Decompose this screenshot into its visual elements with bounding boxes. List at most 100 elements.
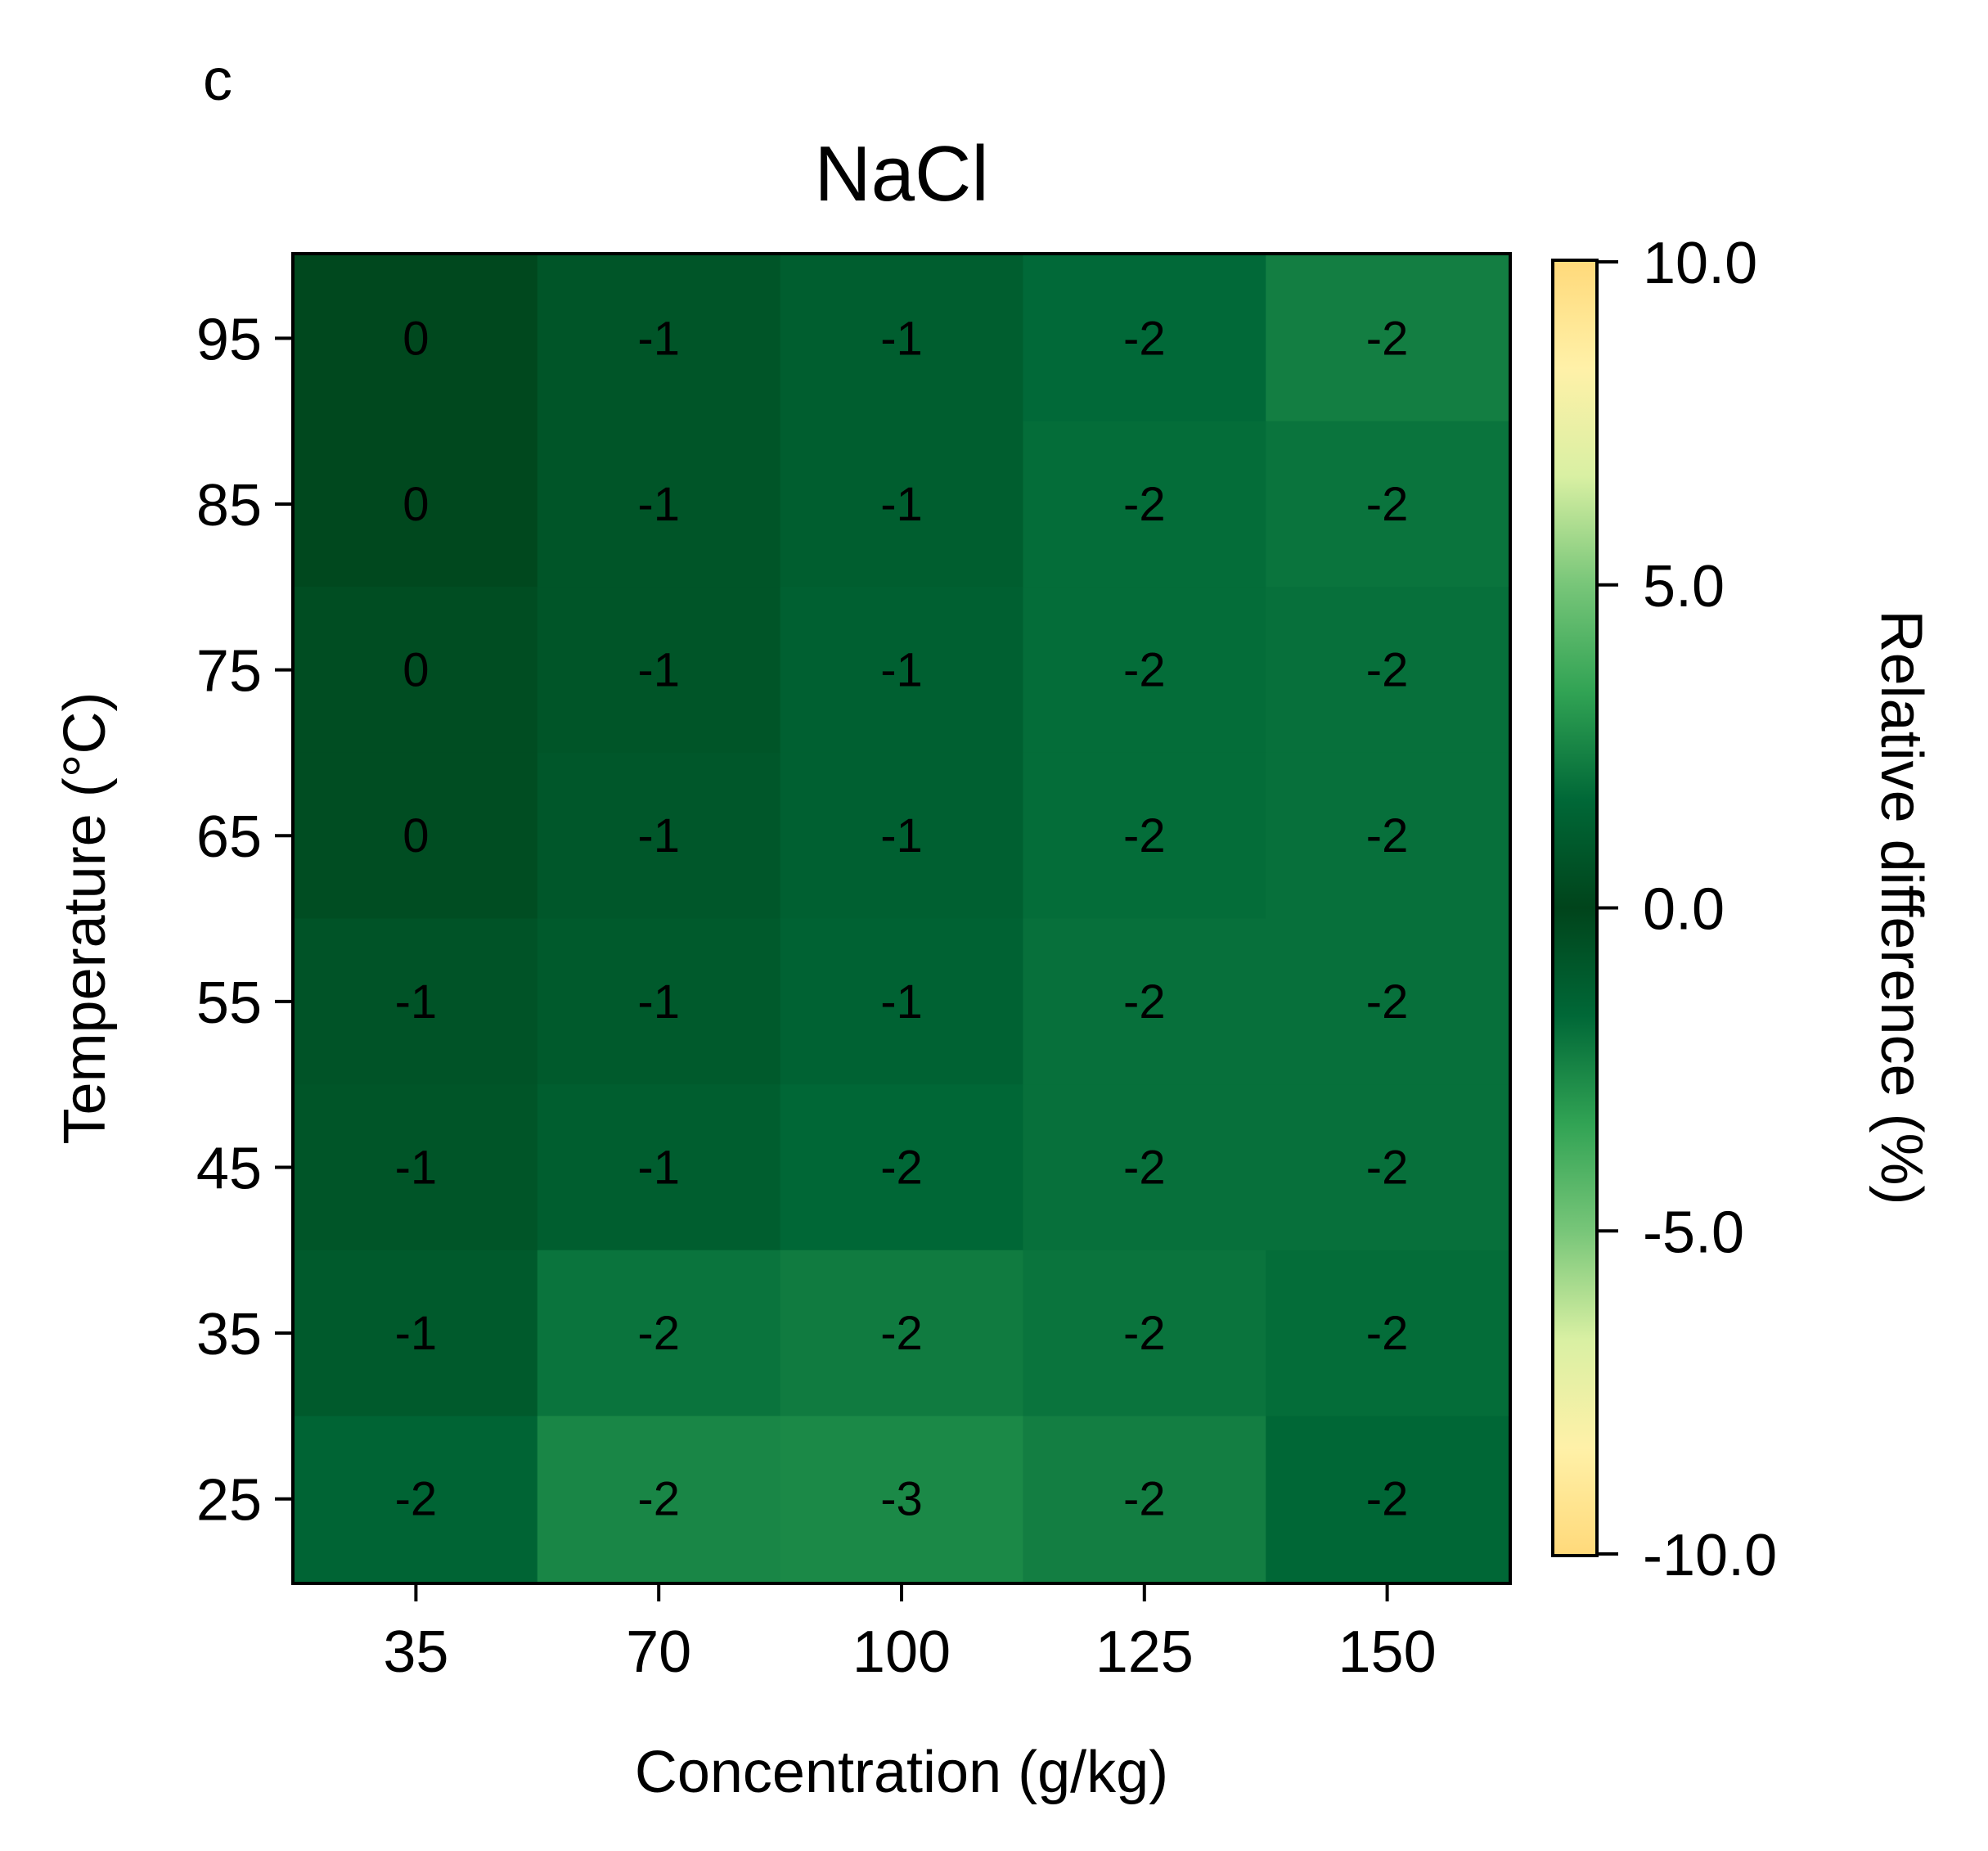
cell-value-label: -2: [637, 1307, 680, 1360]
x-tick-label: 100: [852, 1619, 951, 1685]
cell-value-label: -1: [637, 478, 680, 531]
cell-value-label: -1: [880, 975, 923, 1029]
y-tick-label: 95: [196, 307, 262, 372]
colorbar-axis: 10.0 5.0 0.0 -5.0 -10.0: [1597, 231, 1777, 1588]
cell-value-label: -1: [395, 1141, 438, 1194]
heatmap-cell: [1023, 587, 1266, 754]
heatmap-cell: [295, 1084, 538, 1251]
heatmap-cell: [780, 255, 1023, 422]
x-tick-label: 70: [626, 1619, 691, 1685]
heatmap-cell: [780, 1250, 1023, 1416]
cell-value-label: -1: [637, 312, 680, 365]
cell-value-label: -2: [1366, 1307, 1409, 1360]
y-axis: 95 85 75 65 55 45 35 25: [196, 307, 293, 1533]
cell-value-label: -1: [637, 1141, 680, 1194]
x-axis-label: Concentration (g/kg): [635, 1740, 1168, 1805]
heatmap-cell: [1266, 587, 1509, 754]
cell-value-label: -2: [1123, 1141, 1166, 1194]
heatmap-cell: [537, 752, 781, 920]
colorbar-tick-label: 5.0: [1643, 554, 1725, 619]
cell-value-label: -1: [637, 644, 680, 697]
heatmap-cell: [1266, 752, 1509, 920]
cell-value-label: -1: [880, 644, 923, 697]
cell-value-label: -1: [395, 1307, 438, 1360]
heatmap-cell: [295, 587, 538, 754]
cell-value-label: -2: [1123, 809, 1166, 862]
colorbar-tick-label: -10.0: [1643, 1523, 1777, 1588]
cell-value-label: -1: [880, 312, 923, 365]
heatmap-cell: [1266, 255, 1509, 422]
cell-value-label: -2: [1123, 478, 1166, 531]
heatmap-cell: [295, 752, 538, 920]
heatmap-cell: [780, 1084, 1023, 1251]
x-axis: 35 70 100 125 150: [383, 1583, 1437, 1685]
x-tick-label: 150: [1338, 1619, 1437, 1685]
x-tick-label: 35: [383, 1619, 448, 1685]
cell-value-label: -3: [880, 1473, 923, 1526]
heatmap-cell: [780, 587, 1023, 754]
cell-value-label: -1: [880, 478, 923, 531]
cell-value-label: -2: [1123, 975, 1166, 1029]
heatmap-cell: [1023, 1250, 1266, 1416]
cell-value-label: -2: [1366, 975, 1409, 1029]
y-tick-label: 55: [196, 971, 262, 1036]
cell-value-label: -2: [1123, 1307, 1166, 1360]
heatmap-cell: [537, 255, 781, 422]
cell-value-label: 0: [403, 478, 429, 531]
heatmap-cell: [1266, 1084, 1509, 1251]
heatmap-cell: [537, 1084, 781, 1251]
cell-value-label: -2: [1366, 312, 1409, 365]
cell-value-label: -2: [1123, 1473, 1166, 1526]
heatmap-cell: [780, 421, 1023, 588]
heatmap-cell: [295, 1416, 538, 1583]
heatmap-cell: [295, 1250, 538, 1416]
cell-value-label: -2: [1366, 644, 1409, 697]
x-tick-label: 125: [1095, 1619, 1194, 1685]
heatmap-cell: [1023, 1416, 1266, 1583]
heatmap-cell: [295, 918, 538, 1085]
heatmap-cell-labels: 0 -1 -1 -2 -2 0 -1 -1 -2 -2 0 -1 -1 -2 -2 0 -1 -1 -2 -2 -1 -1…: [395, 312, 1409, 1525]
cell-value-label: -2: [1366, 809, 1409, 862]
heatmap-cell: [1023, 918, 1266, 1085]
heatmap-cell: [295, 255, 538, 422]
cell-value-label: -2: [1366, 478, 1409, 531]
colorbar-tick-label: 10.0: [1643, 231, 1757, 296]
y-tick-label: 25: [196, 1468, 262, 1533]
heatmap-cell: [1266, 1416, 1509, 1583]
y-tick-label: 45: [196, 1136, 262, 1201]
heatmap-cell: [1023, 1084, 1266, 1251]
y-tick-label: 85: [196, 473, 262, 538]
cell-value-label: -1: [637, 975, 680, 1029]
y-tick-label: 35: [196, 1302, 262, 1367]
colorbar-label: Relative difference (%): [1869, 610, 1934, 1205]
heatmap-cell: [1023, 752, 1266, 920]
heatmap-cell: [537, 1416, 781, 1583]
heatmap-cell: [1266, 421, 1509, 588]
heatmap-cell: [295, 421, 538, 588]
y-tick-label: 75: [196, 639, 262, 705]
heatmap-cell: [780, 918, 1023, 1085]
cell-value-label: -2: [637, 1473, 680, 1526]
cell-value-label: 0: [403, 809, 429, 862]
cell-value-label: 0: [403, 312, 429, 365]
cell-value-label: -2: [395, 1473, 438, 1526]
cell-value-label: -2: [1123, 312, 1166, 365]
y-axis-label: Temperature (°C): [52, 692, 118, 1145]
heatmap-cell: [1266, 918, 1509, 1085]
cell-value-label: -2: [880, 1307, 923, 1360]
heatmap-cell: [780, 1416, 1023, 1583]
colorbar-tick-label: -5.0: [1643, 1200, 1744, 1265]
cell-value-label: -1: [395, 975, 438, 1029]
heatmap-cell: [1023, 421, 1266, 588]
cell-value-label: -2: [1123, 644, 1166, 697]
heatmap-cell: [780, 752, 1023, 920]
colorbar: [1551, 259, 1599, 1557]
y-tick-label: 65: [196, 804, 262, 870]
chart-title: NaCl: [814, 130, 988, 218]
cell-value-label: -2: [1366, 1141, 1409, 1194]
cell-value-label: 0: [403, 644, 429, 697]
cell-value-label: -1: [637, 809, 680, 862]
cell-value-label: -2: [1366, 1473, 1409, 1526]
cell-value-label: -1: [880, 809, 923, 862]
